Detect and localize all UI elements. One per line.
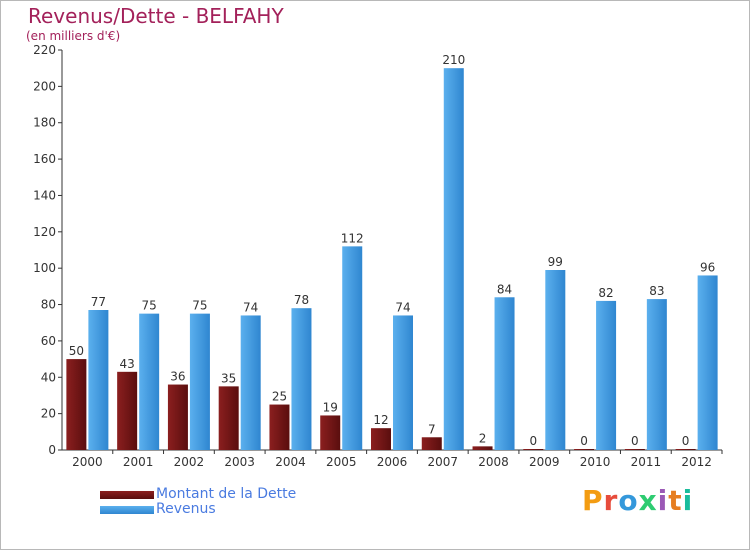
x-tick-label: 2004 [275, 455, 306, 469]
data-label-revenus: 96 [700, 260, 715, 274]
bar-debt [574, 449, 595, 450]
data-label-revenus: 112 [341, 231, 364, 245]
bar-revenus [646, 299, 667, 450]
y-tick-label: 180 [33, 116, 56, 130]
y-tick-label: 100 [33, 261, 56, 275]
bar-revenus [494, 297, 515, 450]
bar-revenus [291, 308, 312, 450]
logo-letter: P [582, 484, 604, 517]
bar-revenus [393, 315, 413, 450]
x-tick-label: 2005 [326, 455, 357, 469]
y-tick-label: 80 [41, 298, 56, 312]
legend-swatch-revenus [100, 506, 154, 514]
bar-revenus [697, 275, 718, 450]
bar-revenus [545, 270, 566, 450]
data-label-revenus: 84 [497, 282, 512, 296]
y-tick-label: 40 [41, 370, 56, 384]
data-label-revenus: 74 [243, 300, 258, 314]
x-tick-label: 2008 [478, 455, 509, 469]
y-tick-label: 120 [33, 225, 56, 239]
data-label-revenus: 99 [548, 255, 563, 269]
legend-swatch-debt [100, 491, 154, 499]
bar-revenus [240, 315, 261, 450]
data-label-revenus: 75 [142, 299, 157, 313]
logo-letter: t [668, 484, 683, 517]
data-label-revenus: 75 [192, 299, 207, 313]
y-tick-label: 220 [33, 43, 56, 57]
x-tick-label: 2011 [631, 455, 662, 469]
y-tick-label: 60 [41, 334, 56, 348]
y-tick-label: 200 [33, 79, 56, 93]
y-tick-label: 140 [33, 188, 56, 202]
y-tick-label: 20 [41, 407, 56, 421]
chart-title: Revenus/Dette - BELFAHY [28, 4, 284, 28]
bar-debt [624, 449, 645, 450]
bar-revenus [443, 68, 464, 450]
chart-subtitle: (en milliers d'€) [26, 29, 121, 43]
bar-debt [218, 386, 239, 450]
data-label-revenus: 210 [442, 53, 465, 67]
data-label-revenus: 77 [91, 295, 106, 309]
x-tick-label: 2007 [427, 455, 458, 469]
data-label-revenus: 83 [649, 284, 664, 298]
data-label-debt: 50 [69, 344, 84, 358]
data-label-debt: 12 [373, 413, 388, 427]
bar-debt [167, 384, 188, 450]
bar-debt [421, 437, 442, 450]
x-tick-label: 2012 [681, 455, 712, 469]
logo-letter: r [603, 484, 619, 517]
data-label-debt: 0 [580, 434, 588, 448]
x-tick-label: 2002 [174, 455, 205, 469]
data-label-revenus: 78 [294, 293, 309, 307]
bar-debt [320, 415, 341, 450]
data-label-debt: 0 [631, 434, 639, 448]
logo-letter: i [682, 484, 694, 517]
proxiti-logo: Proxiti [582, 484, 693, 517]
bar-debt [269, 404, 290, 450]
legend-label-debt: Montant de la Dette [156, 486, 297, 502]
y-tick-label: 0 [48, 443, 56, 457]
y-tick-label: 160 [33, 152, 56, 166]
data-label-revenus: 74 [395, 300, 410, 314]
data-label-revenus: 82 [598, 286, 613, 300]
data-label-debt: 36 [170, 370, 185, 384]
data-label-debt: 2 [479, 431, 487, 445]
bar-revenus [189, 313, 210, 450]
bar-debt [117, 371, 138, 450]
data-label-debt: 25 [272, 390, 287, 404]
data-label-debt: 35 [221, 371, 236, 385]
bar-revenus [596, 300, 617, 450]
data-label-debt: 7 [428, 422, 436, 436]
legend-label-revenus: Revenus [156, 501, 216, 517]
x-tick-label: 2010 [580, 455, 611, 469]
logo-letter: o [618, 484, 639, 517]
logo-letter: x [638, 484, 658, 517]
data-label-debt: 0 [529, 434, 537, 448]
x-tick-label: 2001 [123, 455, 154, 469]
bar-debt [66, 359, 87, 450]
data-label-debt: 0 [682, 434, 690, 448]
bar-revenus [342, 246, 363, 450]
bar-debt [675, 449, 696, 450]
bar-debt [523, 449, 544, 450]
logo-letter: i [657, 484, 669, 517]
bar-revenus [139, 313, 160, 450]
x-tick-label: 2009 [529, 455, 560, 469]
x-tick-label: 2000 [72, 455, 103, 469]
bar-debt [472, 446, 493, 450]
data-label-debt: 43 [120, 357, 135, 371]
x-tick-label: 2006 [377, 455, 408, 469]
data-label-debt: 19 [323, 400, 338, 414]
x-tick-label: 2003 [224, 455, 255, 469]
bar-debt [371, 428, 391, 450]
bar-revenus [88, 310, 109, 450]
